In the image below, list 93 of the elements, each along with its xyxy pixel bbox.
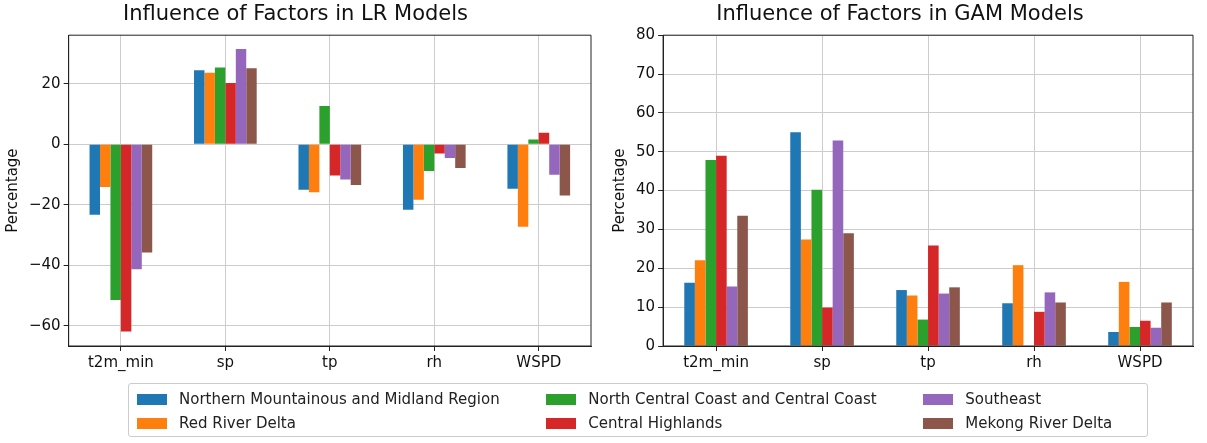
bar	[235, 49, 247, 144]
legend-label: Mekong River Delta	[965, 414, 1113, 432]
bar	[402, 144, 414, 210]
bar	[434, 144, 445, 154]
bar	[1118, 281, 1130, 346]
y-tick-label: 80	[635, 25, 656, 44]
x-tick-label: rh	[426, 352, 443, 371]
y-tick-label: −20	[29, 194, 61, 213]
chart-title: Influence of Factors in LR Models	[122, 1, 469, 26]
bar	[1150, 327, 1162, 346]
bar	[329, 144, 341, 176]
y-tick-label: 0	[51, 134, 61, 153]
bar	[1034, 311, 1045, 346]
bar	[938, 293, 950, 346]
bar	[214, 67, 226, 144]
legend-label: Southeast	[965, 390, 1042, 408]
bar	[340, 144, 351, 180]
y-tick-label: 10	[635, 297, 656, 316]
bar	[896, 290, 907, 346]
bar	[1108, 332, 1119, 346]
bar	[308, 144, 320, 193]
legend-label: Central Highlands	[588, 414, 723, 432]
bar	[906, 295, 918, 346]
bar	[444, 144, 456, 159]
legend-label: North Central Coast and Central Coast	[588, 390, 877, 408]
bar	[800, 239, 812, 346]
bar	[726, 286, 738, 346]
x-tick-label: rh	[1026, 352, 1042, 371]
bar	[790, 132, 801, 346]
bar	[1161, 302, 1172, 346]
bar	[1055, 302, 1066, 346]
bar	[507, 144, 518, 189]
bar	[528, 139, 539, 144]
bar	[811, 189, 823, 346]
y-axis-title: Percentage	[2, 148, 21, 233]
bar	[350, 144, 362, 185]
bar	[89, 144, 100, 215]
bar	[737, 215, 748, 346]
bar	[225, 83, 236, 144]
bar	[455, 144, 466, 169]
x-tick-label: WSPD	[1117, 352, 1163, 371]
bar	[194, 70, 205, 144]
x-tick-label: sp	[216, 352, 235, 371]
bar	[319, 106, 330, 144]
bar	[1140, 320, 1151, 346]
x-tick-label: sp	[813, 352, 831, 371]
bar	[1012, 265, 1024, 346]
x-tick-label: t2m_min	[683, 352, 749, 372]
x-tick-label: tp	[322, 352, 338, 371]
bar	[1129, 326, 1141, 346]
bar	[131, 144, 142, 270]
bar	[538, 132, 550, 144]
bar	[423, 144, 435, 172]
bar	[928, 245, 939, 346]
y-tick-label: 20	[635, 258, 656, 277]
y-tick-label: −60	[29, 315, 61, 334]
y-tick-label: 70	[635, 63, 656, 82]
bar	[298, 144, 309, 190]
bar	[110, 144, 121, 300]
y-axis-title: Percentage	[609, 148, 628, 233]
y-tick-label: 30	[635, 219, 656, 238]
bar	[716, 155, 727, 346]
bar	[517, 144, 529, 227]
bar	[246, 68, 257, 144]
bar	[549, 144, 560, 175]
bar	[705, 159, 717, 346]
y-tick-label: 0	[645, 335, 656, 354]
bar	[120, 144, 132, 332]
bar	[694, 260, 706, 346]
bar	[204, 72, 215, 144]
x-tick-label: WSPD	[516, 352, 562, 371]
bar	[100, 144, 111, 188]
bar	[1044, 292, 1056, 346]
y-tick-label: −40	[29, 255, 61, 274]
chart-title: Influence of Factors in GAM Models	[716, 1, 1084, 26]
bar	[141, 144, 153, 253]
bar	[843, 233, 854, 346]
bar	[559, 144, 571, 196]
x-tick-label: tp	[920, 352, 936, 371]
y-tick-label: 40	[635, 180, 656, 199]
bar	[822, 307, 833, 346]
bar	[832, 140, 844, 346]
x-tick-label: t2m_min	[87, 352, 154, 372]
bar	[1002, 303, 1013, 346]
legend-label: Red River Delta	[179, 414, 296, 432]
bar	[413, 144, 424, 200]
legend-label: Northern Mountainous and Midland Region	[179, 390, 500, 408]
bar	[684, 282, 695, 346]
bar	[917, 319, 929, 346]
bar	[949, 287, 960, 346]
y-tick-label: 50	[635, 141, 656, 160]
y-tick-label: 20	[41, 73, 61, 92]
y-tick-label: 60	[635, 102, 656, 121]
